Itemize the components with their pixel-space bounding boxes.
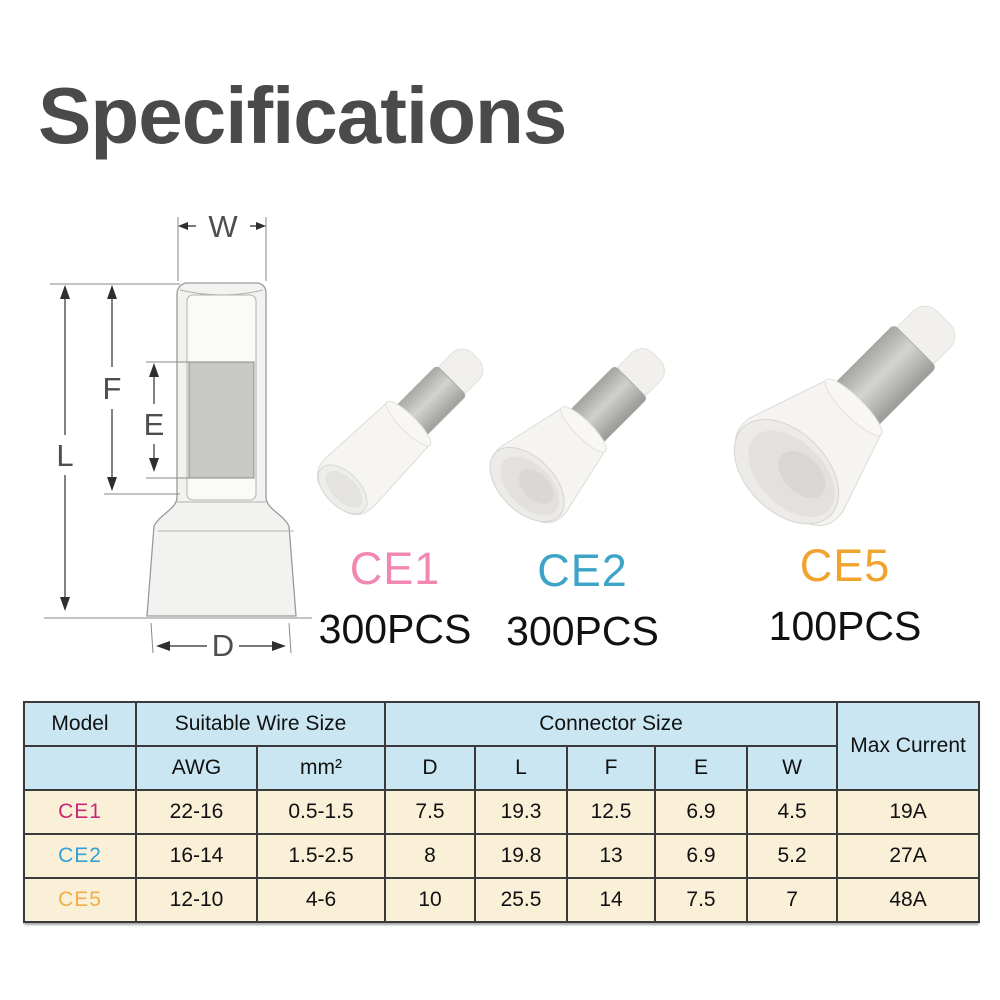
cell-f: 14 [566,877,657,923]
column-header-empty [23,745,137,791]
column-header-model: Model [23,701,137,747]
product-model-label-ce2: CE2 [537,545,628,596]
dimension-label-w: W [208,209,238,244]
page-title: Specifications [38,71,567,160]
product-photo-ce1 [316,348,484,516]
cell-model: CE2 [23,833,137,879]
cell-f: 13 [566,833,657,879]
spec-table: Model Suitable Wire Size Connector Size … [23,701,981,923]
table-row-ce5: CE5 12-10 4-6 10 25.5 14 7.5 7 48A [23,877,981,923]
cell-mm2: 1.5-2.5 [255,833,387,879]
product-model-label-ce5: CE5 [799,540,891,591]
dimension-label-f: F [103,371,122,406]
cell-e: 7.5 [654,877,749,923]
dimension-diagram: W L F E [44,209,312,663]
cell-w: 4.5 [746,789,839,835]
column-header-mm2: mm² [255,745,387,791]
cell-e: 6.9 [654,833,749,879]
product-label-ce5: CE5 100PCS [745,540,945,650]
dimension-label-d: D [212,628,234,663]
column-header-wire-size: Suitable Wire Size [134,701,387,747]
column-header-w: W [746,745,839,791]
cell-mm2: 0.5-1.5 [255,789,387,835]
dimension-f: F [103,285,122,491]
cell-max-current: 48A [836,877,981,923]
connector-outline-drawing [146,282,297,617]
column-header-connector-size: Connector Size [384,701,839,747]
dimension-l: L [56,285,74,611]
cell-w: 7 [746,877,839,923]
column-header-l: L [474,745,569,791]
cell-w: 5.2 [746,833,839,879]
column-header-awg: AWG [135,745,258,791]
product-photo-ce2 [489,348,665,524]
cell-l: 19.3 [474,789,569,835]
cell-awg: 12-10 [135,877,258,923]
table-header-row-1: Model Suitable Wire Size Connector Size … [23,701,981,791]
cell-max-current: 27A [836,833,981,879]
cell-d: 7.5 [384,789,477,835]
cell-d: 10 [384,877,477,923]
cell-l: 19.8 [474,833,569,879]
product-quantity-label-ce2: 300PCS [506,608,659,654]
cell-max-current: 19A [836,789,981,835]
column-header-f: F [566,745,657,791]
product-photo-ce5 [733,305,956,526]
cell-e: 6.9 [654,789,749,835]
product-model-label-ce1: CE1 [349,543,441,594]
ref-line-e [146,361,192,479]
cell-d: 8 [384,833,477,879]
dimension-e: E [144,363,165,472]
dimension-w: W [177,209,267,281]
table-row-ce2: CE2 16-14 1.5-2.5 8 19.8 13 6.9 5.2 27A [23,833,981,879]
product-quantity-label-ce5: 100PCS [768,603,922,649]
dimension-label-e: E [144,407,165,442]
column-header-e: E [654,745,749,791]
cell-model: CE5 [23,877,137,923]
product-label-ce2: CE2 300PCS [495,545,670,655]
cell-l: 25.5 [474,877,569,923]
dimension-d: D [150,622,292,663]
column-header-max-current: Max Current [836,701,981,791]
cell-model: CE1 [23,789,137,835]
column-header-d: D [384,745,477,791]
cell-f: 12.5 [566,789,657,835]
table-header-row-2: AWG mm² D L F E W [23,745,979,791]
product-quantity-label-ce1: 300PCS [318,606,472,652]
cell-awg: 22-16 [135,789,258,835]
cell-awg: 16-14 [135,833,258,879]
table-row-ce1: CE1 22-16 0.5-1.5 7.5 19.3 12.5 6.9 4.5 … [23,789,981,835]
product-label-ce1: CE1 300PCS [310,543,480,653]
dimension-label-l: L [56,438,73,473]
cell-mm2: 4-6 [255,877,387,923]
